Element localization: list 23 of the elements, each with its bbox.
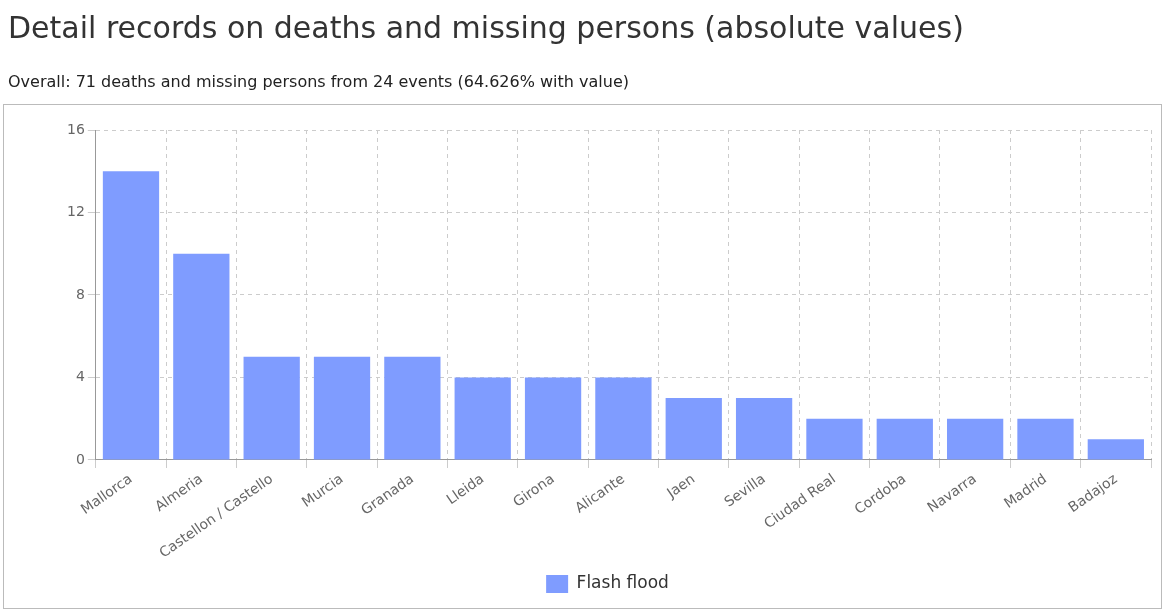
bar [806,418,863,460]
bar [947,418,1004,460]
bar [1087,439,1144,460]
bar [876,418,933,460]
y-tick-label: 16 [66,120,85,137]
y-tick-label: 8 [75,285,85,302]
bar [1017,418,1074,460]
chart-title: Detail records on deaths and missing persons (absolute values) [8,10,964,45]
bar [313,356,371,460]
bar [524,377,582,460]
bar [595,377,652,460]
legend-label: Flash flood [576,572,669,593]
bar [665,398,722,460]
bar [243,356,300,460]
bar [735,398,793,460]
chart-subtitle: Overall: 71 deaths and missing persons from 24 events (64.626% with value) [8,72,629,91]
bar [384,356,441,460]
y-tick-label: 12 [66,203,85,220]
y-tick-label: 4 [75,368,85,385]
y-tick-label: 0 [75,450,85,467]
bar [173,253,230,460]
bar [454,377,511,460]
bar [102,171,160,460]
